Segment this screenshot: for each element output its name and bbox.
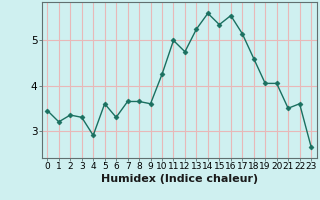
X-axis label: Humidex (Indice chaleur): Humidex (Indice chaleur) bbox=[100, 174, 258, 184]
